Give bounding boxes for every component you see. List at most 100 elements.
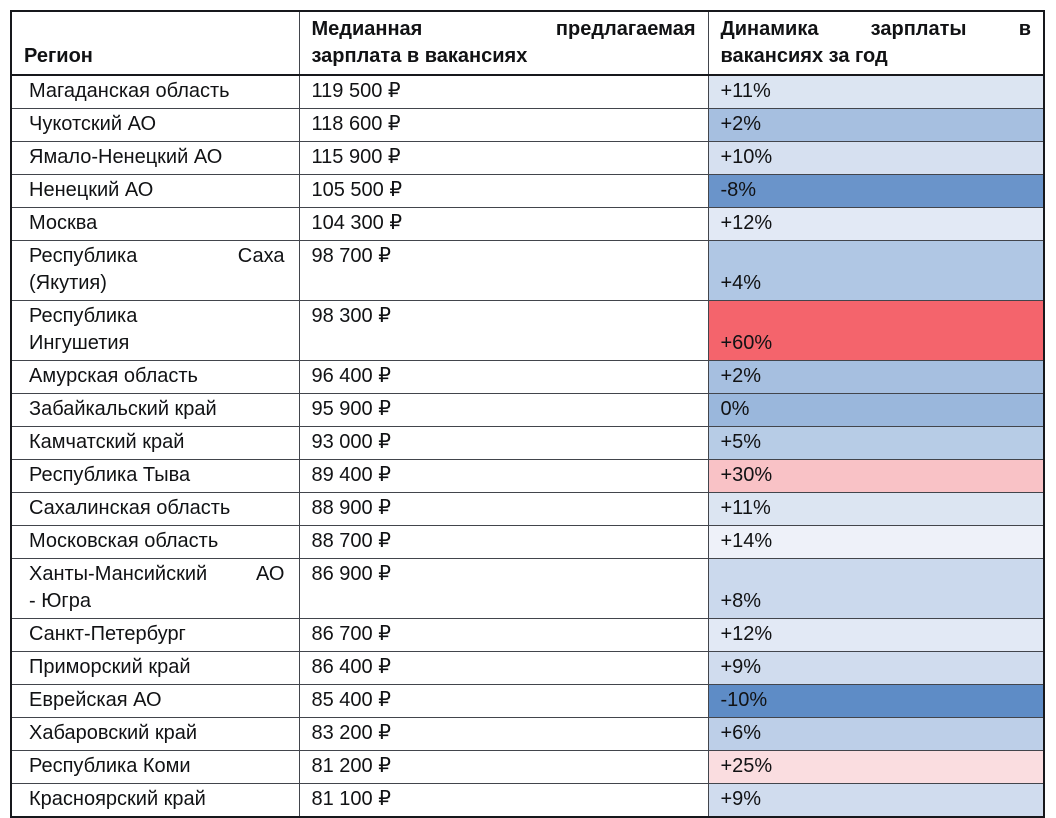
table-row: Санкт-Петербург 86 700 ₽ +12% bbox=[10, 618, 1045, 652]
region-cell: Республика Тыва bbox=[10, 459, 300, 493]
dynamics-cell: +12% bbox=[707, 618, 1045, 652]
salary-table-container: Регион Медианная предлагаемая зарплата в в… bbox=[10, 10, 1045, 818]
region-cell: Магаданская область bbox=[10, 74, 300, 109]
column-header-salary: Медианная предлагаемая зарплата в ваканси… bbox=[298, 10, 709, 76]
salary-cell: 85 400 ₽ bbox=[298, 684, 709, 718]
text-line: Чукотский АО bbox=[29, 113, 157, 135]
dynamics-cell: +14% bbox=[707, 525, 1045, 559]
dynamics-cell: +11% bbox=[707, 492, 1045, 526]
dynamics-cell: +2% bbox=[707, 108, 1045, 142]
table-row: Республика Коми 81 200 ₽ +25% bbox=[10, 750, 1045, 784]
header-row: Регион Медианная предлагаемая зарплата в в… bbox=[10, 10, 1045, 76]
region-cell: Ямало-Ненецкий АО bbox=[10, 141, 300, 175]
region-cell: Забайкальский край bbox=[10, 393, 300, 427]
text-line: Республика Коми bbox=[29, 755, 191, 777]
dynamics-cell: +12% bbox=[707, 207, 1045, 241]
text-line: Еврейская АО bbox=[29, 689, 162, 711]
table-row: Республика Тыва 89 400 ₽ +30% bbox=[10, 459, 1045, 493]
dynamics-cell: +4% bbox=[707, 240, 1045, 301]
text-line: Амурская область bbox=[29, 365, 198, 387]
salary-cell: 86 400 ₽ bbox=[298, 651, 709, 685]
text-line: Камчатский край bbox=[29, 431, 185, 453]
table-row: Республика Саха (Якутия) 98 700 ₽ +4% bbox=[10, 240, 1045, 301]
text-line: Москва bbox=[29, 212, 98, 234]
table-row: Московская область 88 700 ₽ +14% bbox=[10, 525, 1045, 559]
dynamics-cell: +30% bbox=[707, 459, 1045, 493]
region-cell: Санкт-Петербург bbox=[10, 618, 300, 652]
dynamics-cell: +25% bbox=[707, 750, 1045, 784]
text-line: Ингушетия bbox=[29, 332, 130, 354]
text-line: Республика Тыва bbox=[29, 464, 191, 486]
region-cell: Камчатский край bbox=[10, 426, 300, 460]
region-cell: Хабаровский край bbox=[10, 717, 300, 751]
dynamics-cell: +2% bbox=[707, 360, 1045, 394]
table-row: Ханты-Мансийский АО - Югра 86 900 ₽ +8% bbox=[10, 558, 1045, 619]
salary-cell: 119 500 ₽ bbox=[298, 74, 709, 109]
table-row: Еврейская АО 85 400 ₽ -10% bbox=[10, 684, 1045, 718]
region-cell: Ненецкий АО bbox=[10, 174, 300, 208]
text-line: (Якутия) bbox=[29, 272, 107, 294]
text-line: Забайкальский край bbox=[29, 398, 217, 420]
salary-cell: 81 100 ₽ bbox=[298, 783, 709, 818]
region-cell: Республика Ингушетия bbox=[10, 300, 300, 361]
text-line: Ямало-Ненецкий АО bbox=[29, 146, 223, 168]
table-row: Ямало-Ненецкий АО 115 900 ₽ +10% bbox=[10, 141, 1045, 175]
dynamics-cell: -10% bbox=[707, 684, 1045, 718]
text-line: Республика bbox=[29, 305, 138, 327]
salary-cell: 115 900 ₽ bbox=[298, 141, 709, 175]
table-row: Красноярский край 81 100 ₽ +9% bbox=[10, 783, 1045, 818]
table-body: Магаданская область 119 500 ₽ +11% Чукотски… bbox=[10, 74, 1045, 818]
table-row: Ненецкий АО 105 500 ₽ -8% bbox=[10, 174, 1045, 208]
dynamics-cell: +10% bbox=[707, 141, 1045, 175]
dynamics-cell: +8% bbox=[707, 558, 1045, 619]
dynamics-cell: +11% bbox=[707, 74, 1045, 109]
table-row: Амурская область 96 400 ₽ +2% bbox=[10, 360, 1045, 394]
region-cell: Республика Саха (Якутия) bbox=[10, 240, 300, 301]
text-line: Медианная предлагаемая bbox=[311, 18, 696, 40]
dynamics-cell: +6% bbox=[707, 717, 1045, 751]
column-header-dynamics: Динамика зарплаты в вакансиях за год bbox=[707, 10, 1045, 76]
region-cell: Республика Коми bbox=[10, 750, 300, 784]
table-row: Республика Ингушетия 98 300 ₽ +60% bbox=[10, 300, 1045, 361]
table-row: Магаданская область 119 500 ₽ +11% bbox=[10, 74, 1045, 109]
table-row: Сахалинская область 88 900 ₽ +11% bbox=[10, 492, 1045, 526]
salary-cell: 83 200 ₽ bbox=[298, 717, 709, 751]
dynamics-cell: -8% bbox=[707, 174, 1045, 208]
salary-cell: 93 000 ₽ bbox=[298, 426, 709, 460]
dynamics-cell: +5% bbox=[707, 426, 1045, 460]
dynamics-cell: +9% bbox=[707, 783, 1045, 818]
salary-cell: 98 700 ₽ bbox=[298, 240, 709, 301]
table-row: Москва 104 300 ₽ +12% bbox=[10, 207, 1045, 241]
text-line: Приморский край bbox=[29, 656, 191, 678]
text-line: зарплата в вакансиях bbox=[311, 45, 528, 67]
region-cell: Красноярский край bbox=[10, 783, 300, 818]
table-header: Регион Медианная предлагаемая зарплата в в… bbox=[10, 10, 1045, 76]
text-line: Магаданская область bbox=[29, 80, 230, 102]
dynamics-cell: 0% bbox=[707, 393, 1045, 427]
salary-cell: 118 600 ₽ bbox=[298, 108, 709, 142]
salary-cell: 88 900 ₽ bbox=[298, 492, 709, 526]
salary-cell: 105 500 ₽ bbox=[298, 174, 709, 208]
salary-cell: 81 200 ₽ bbox=[298, 750, 709, 784]
table-row: Чукотский АО 118 600 ₽ +2% bbox=[10, 108, 1045, 142]
region-cell: Приморский край bbox=[10, 651, 300, 685]
dynamics-cell: +9% bbox=[707, 651, 1045, 685]
text-line: Регион bbox=[24, 45, 93, 67]
text-line: вакансиях за год bbox=[720, 45, 888, 67]
salary-cell: 104 300 ₽ bbox=[298, 207, 709, 241]
region-cell: Московская область bbox=[10, 525, 300, 559]
column-header-region: Регион bbox=[10, 10, 300, 76]
salary-cell: 89 400 ₽ bbox=[298, 459, 709, 493]
salary-cell: 96 400 ₽ bbox=[298, 360, 709, 394]
region-cell: Чукотский АО bbox=[10, 108, 300, 142]
salary-cell: 88 700 ₽ bbox=[298, 525, 709, 559]
text-line: Красноярский край bbox=[29, 788, 206, 810]
regional-salary-table: Регион Медианная предлагаемая зарплата в в… bbox=[10, 10, 1045, 818]
dynamics-cell: +60% bbox=[707, 300, 1045, 361]
salary-cell: 95 900 ₽ bbox=[298, 393, 709, 427]
salary-cell: 86 700 ₽ bbox=[298, 618, 709, 652]
text-line: Хабаровский край bbox=[29, 722, 198, 744]
region-cell: Амурская область bbox=[10, 360, 300, 394]
text-line: Московская область bbox=[29, 530, 219, 552]
table-row: Приморский край 86 400 ₽ +9% bbox=[10, 651, 1045, 685]
